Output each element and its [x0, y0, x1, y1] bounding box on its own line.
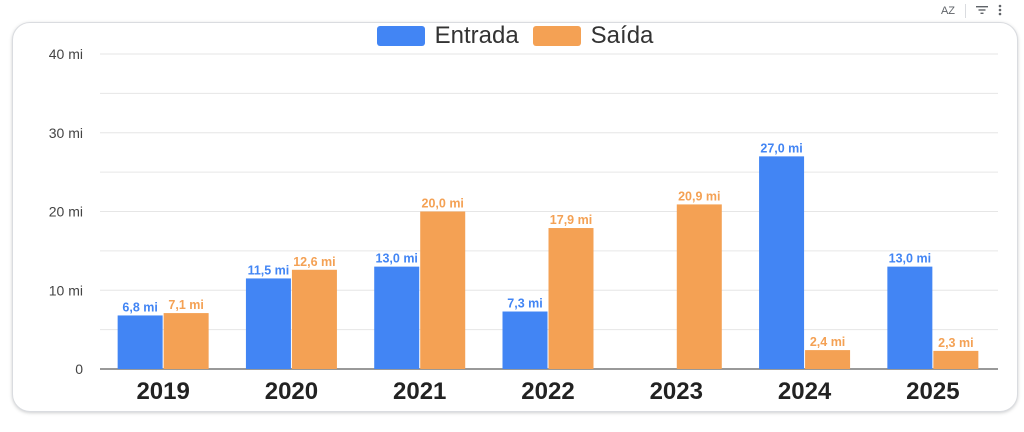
bar-entrada-2021	[374, 266, 420, 369]
bar-entrada-2020	[245, 278, 291, 369]
bar-entrada-2024	[759, 156, 805, 369]
data-label: 13,0 mi	[889, 252, 931, 266]
data-label: 7,1 mi	[168, 298, 203, 312]
chart-card: Entrada Saída 0 10 mi 20 mi 30 mi 40 mi 6,8 m…	[12, 22, 1018, 412]
bar-saida-2020	[291, 269, 337, 369]
bar-saida-2025	[933, 350, 979, 369]
data-label: 13,0 mi	[376, 252, 418, 266]
bar-saida-2023	[676, 204, 722, 369]
filter-icon[interactable]	[976, 5, 988, 18]
legend-swatch-entrada	[376, 26, 425, 46]
chart-legend: Entrada Saída	[13, 23, 1017, 49]
legend-label-saida: Saída	[590, 22, 654, 49]
y-tick-label: 20 mi	[49, 204, 83, 220]
more-vert-icon[interactable]	[998, 4, 1002, 19]
legend-label-entrada: Entrada	[434, 22, 519, 49]
bar-entrada-2022	[502, 311, 548, 369]
legend-item-saida[interactable]: Saída	[532, 22, 654, 50]
y-tick-label: 30 mi	[49, 125, 83, 141]
data-label: 20,9 mi	[678, 189, 720, 203]
sort-az-icon[interactable]: AZ	[940, 4, 955, 17]
bar-saida-2019	[163, 313, 209, 369]
bar-saida-2022	[548, 228, 594, 369]
bar-chart-plot: 0 10 mi 20 mi 30 mi 40 mi 6,8 mi 7,1 mi 2019 11,…	[49, 46, 998, 405]
x-tick-label: 2020	[265, 378, 318, 405]
bar-entrada-2019	[117, 315, 163, 369]
data-label: 12,6 mi	[293, 255, 335, 269]
x-tick-label: 2022	[521, 378, 574, 405]
x-tick-label: 2025	[906, 378, 959, 405]
x-tick-label: 2024	[778, 378, 832, 405]
data-label: 11,5 mi	[248, 263, 290, 277]
data-label: 2,3 mi	[938, 336, 973, 350]
data-label: 20,0 mi	[422, 197, 464, 211]
data-label: 17,9 mi	[550, 213, 592, 227]
x-tick-label: 2021	[393, 378, 446, 405]
bar-saida-2024	[805, 350, 851, 369]
bar-saida-2021	[420, 211, 466, 369]
y-tick-label: 0	[75, 361, 83, 377]
y-tick-label: 10 mi	[49, 282, 83, 298]
data-label: 2,4 mi	[810, 335, 845, 349]
data-label: 6,8 mi	[122, 300, 157, 314]
y-tick-label: 40 mi	[49, 46, 83, 62]
legend-swatch-saida	[532, 26, 581, 46]
data-label: 7,3 mi	[507, 297, 542, 311]
legend-item-entrada[interactable]: Entrada	[376, 22, 519, 50]
x-tick-label: 2023	[650, 378, 703, 405]
x-tick-label: 2019	[136, 378, 189, 405]
toolbar-divider	[965, 4, 966, 18]
data-label: 27,0 mi	[760, 141, 802, 155]
bar-entrada-2025	[887, 266, 933, 369]
chart-toolbar: AZ	[941, 0, 1002, 22]
